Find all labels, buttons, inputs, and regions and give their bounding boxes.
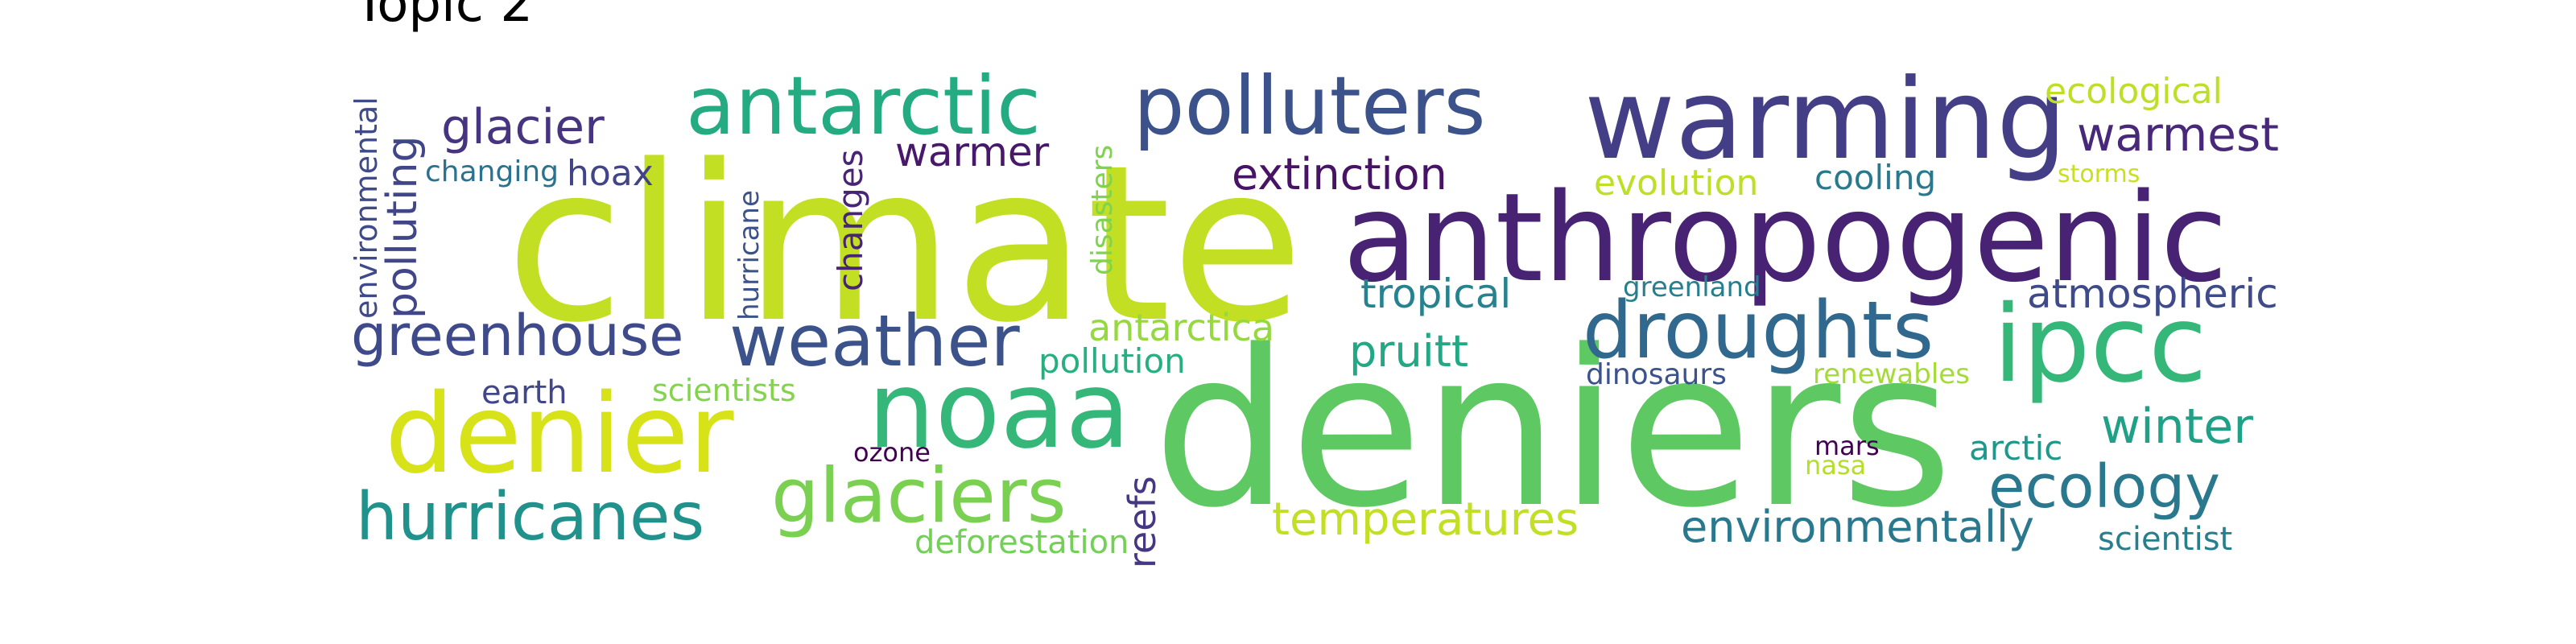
word-noaa: noaa <box>868 349 1131 473</box>
word-cooling: cooling <box>1814 158 1937 197</box>
word-polluting: polluting <box>378 135 427 319</box>
word-warming: warming <box>1584 55 2067 184</box>
word-scientist: scientist <box>2098 521 2233 558</box>
word-ecological: ecological <box>2045 71 2223 112</box>
word-ecology: ecology <box>1988 452 2221 522</box>
word-atmospheric: atmospheric <box>2027 270 2278 317</box>
word-greenland: greenland <box>1623 271 1761 303</box>
word-tropical: tropical <box>1360 270 1512 317</box>
word-ozone: ozone <box>853 437 931 468</box>
word-warmer: warmer <box>895 129 1050 175</box>
word-anthropogenic: anthropogenic <box>1343 167 2228 309</box>
word-greenhouse: greenhouse <box>351 303 684 369</box>
word-antarctica: antarctica <box>1088 306 1275 349</box>
word-glaciers: glaciers <box>771 452 1067 540</box>
word-antarctic: antarctic <box>686 59 1042 153</box>
word-dinosaurs: dinosaurs <box>1586 358 1727 391</box>
word-pruitt: pruitt <box>1349 326 1469 377</box>
word-earth: earth <box>481 374 568 411</box>
word-deforestation: deforestation <box>914 524 1129 561</box>
word-evolution: evolution <box>1594 163 1759 204</box>
page-title: Topic 2 <box>354 0 534 34</box>
word-nasa: nasa <box>1805 450 1867 481</box>
word-deniers: deniers <box>1153 304 1954 555</box>
word-droughts: droughts <box>1583 285 1934 377</box>
word-environmentally: environmentally <box>1681 502 2034 552</box>
word-disasters: disasters <box>1086 144 1119 275</box>
word-extinction: extinction <box>1232 149 1447 200</box>
word-climate: climate <box>506 119 1304 370</box>
word-ipcc: ipcc <box>1993 283 2207 407</box>
word-hurricanes: hurricanes <box>356 479 705 555</box>
word-scientists: scientists <box>652 373 796 408</box>
word-renewables: renewables <box>1813 358 1970 390</box>
word-storms: storms <box>2058 160 2140 188</box>
word-changing: changing <box>425 155 559 188</box>
word-pollution: pollution <box>1038 341 1186 381</box>
word-reefs: reefs <box>1121 476 1164 568</box>
word-warmest: warmest <box>2077 107 2279 162</box>
word-arctic: arctic <box>1969 428 2063 468</box>
word-temperatures: temperatures <box>1272 493 1579 546</box>
word-polluters: polluters <box>1133 59 1486 153</box>
word-hurricane: hurricane <box>733 190 766 320</box>
word-denier: denier <box>385 371 734 498</box>
word-mars: mars <box>1814 431 1880 461</box>
word-winter: winter <box>2101 398 2253 455</box>
word-changes: changes <box>831 149 870 291</box>
word-hoax: hoax <box>567 153 654 194</box>
word-environmental: environmental <box>349 97 384 319</box>
word-weather: weather <box>729 299 1020 382</box>
word-glacier: glacier <box>441 99 605 155</box>
